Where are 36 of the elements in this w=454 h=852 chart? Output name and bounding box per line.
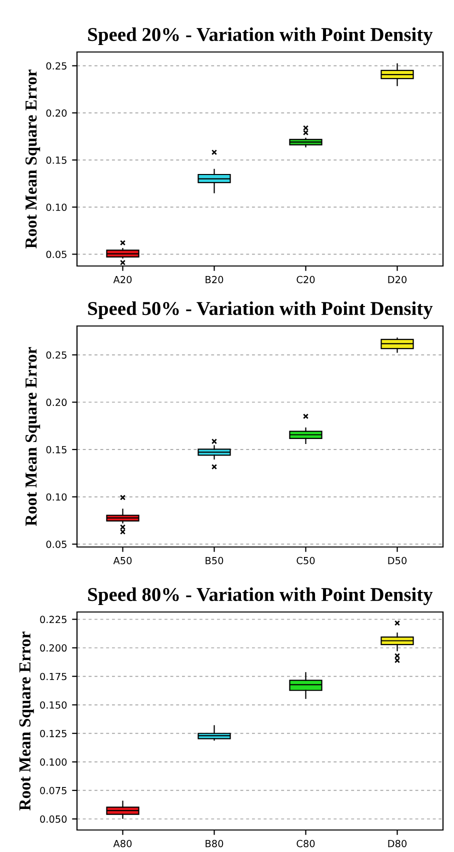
- y-tick-label: 0.15: [46, 156, 66, 164]
- x-tick-label: D80: [388, 840, 407, 848]
- x-tick-label: C20: [296, 276, 315, 284]
- y-tick-label: 0.10: [46, 204, 67, 211]
- x-tick-label: D50: [388, 556, 407, 564]
- y-tick-label: 0.075: [40, 786, 66, 794]
- y-tick-label: 0.10: [46, 493, 67, 501]
- y-tick-label: 0.150: [40, 701, 67, 709]
- x-tick-label: B20: [206, 276, 224, 284]
- y-tick-label: 0.20: [46, 398, 67, 406]
- y-tick-label: 0.200: [40, 644, 67, 652]
- chart-title: Speed 80% - Variation with Point Density: [88, 587, 433, 606]
- y-axis-title: Root Mean Square Error: [19, 632, 34, 810]
- y-axis-title: Root Mean Square Error: [25, 70, 40, 248]
- x-tick-label: A80: [113, 840, 132, 848]
- y-tick-label: 0.20: [46, 109, 67, 117]
- y-tick-label: 0.15: [46, 446, 66, 454]
- x-tick-label: A20: [113, 276, 132, 284]
- x-tick-label: C80: [296, 840, 315, 848]
- y-tick-label: 0.25: [46, 62, 66, 70]
- y-tick-label: 0.100: [40, 758, 67, 766]
- chart-title: Speed 50% - Variation with Point Density: [88, 301, 433, 320]
- chart-title: Speed 20% - Variation with Point Density: [88, 27, 433, 46]
- y-tick-label: 0.225: [40, 616, 66, 624]
- y-tick-label: 0.05: [46, 540, 66, 548]
- y-tick-label: 0.125: [40, 730, 66, 738]
- y-tick-label: 0.050: [40, 815, 67, 823]
- x-tick-label: D20: [388, 276, 407, 284]
- x-tick-label: A50: [113, 556, 132, 564]
- y-tick-label: 0.175: [40, 672, 66, 680]
- y-tick-label: 0.25: [46, 351, 66, 359]
- x-tick-label: C50: [296, 556, 315, 564]
- x-tick-label: B50: [206, 556, 224, 564]
- y-tick-label: 0.05: [46, 250, 66, 258]
- y-axis-title: Root Mean Square Error: [25, 347, 40, 526]
- x-tick-label: B80: [206, 840, 224, 848]
